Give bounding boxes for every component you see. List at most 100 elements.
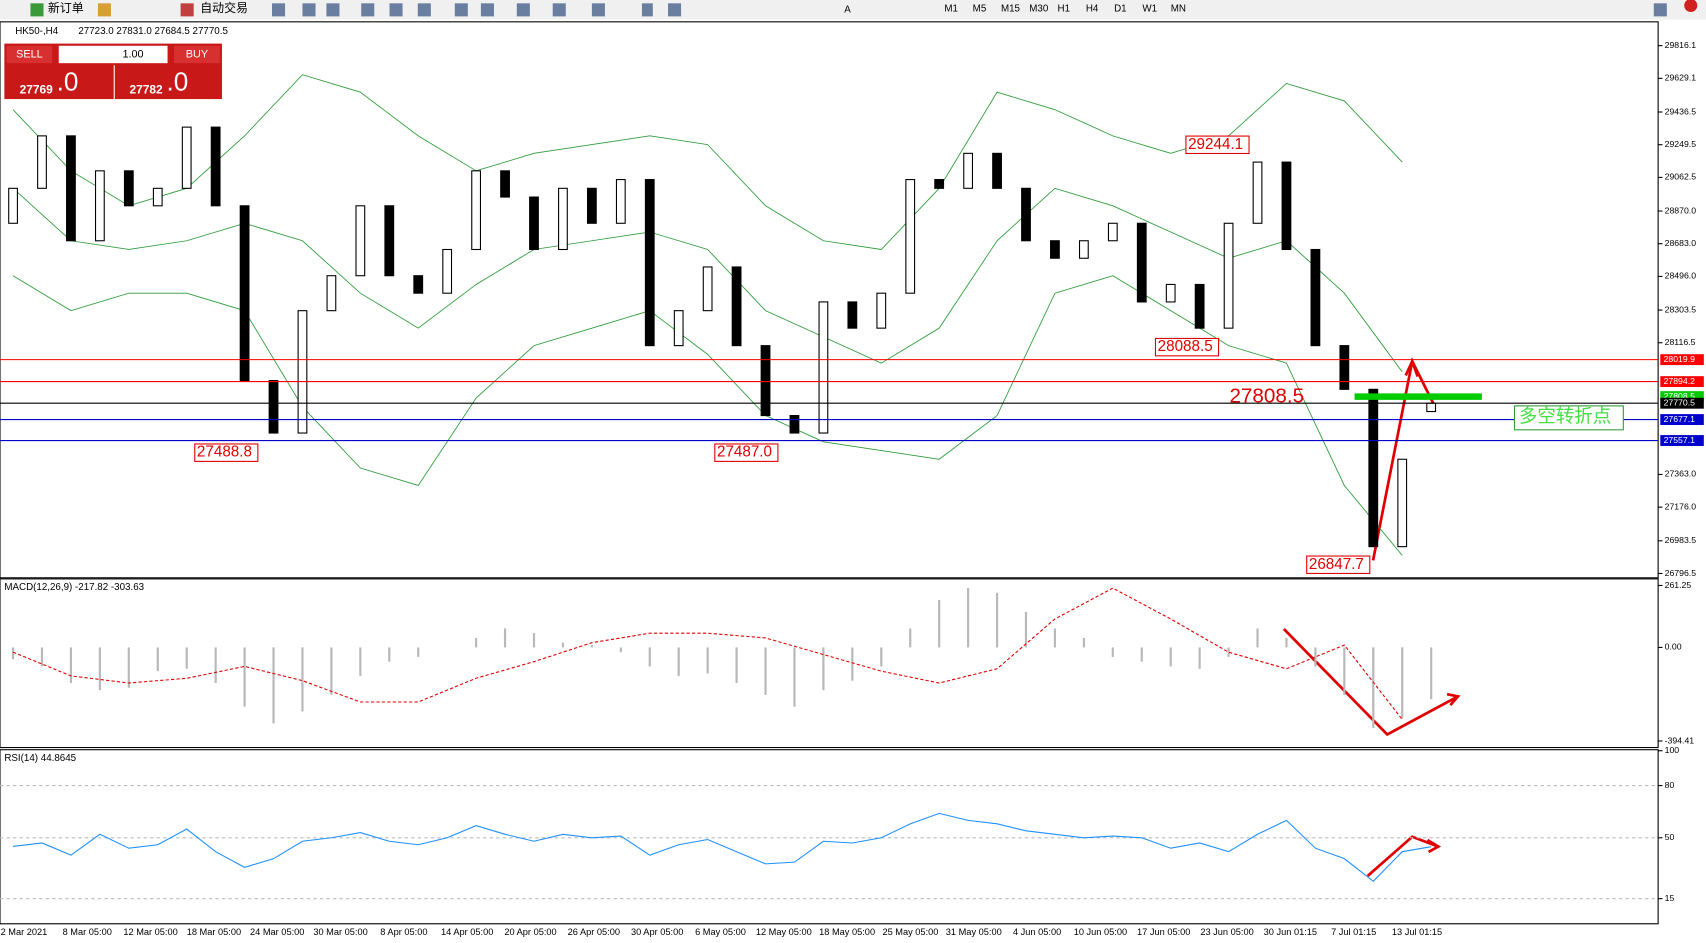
x-tick-label: 6 May 05:00 bbox=[695, 927, 746, 937]
macd-panel bbox=[0, 578, 1659, 749]
price-tag bbox=[1660, 376, 1704, 388]
candle bbox=[760, 345, 771, 417]
alert[interactable] bbox=[1684, 0, 1698, 13]
candle bbox=[586, 187, 597, 224]
x-tick-label: 24 Mar 05:00 bbox=[250, 927, 304, 937]
candle bbox=[615, 179, 626, 224]
x-tick-label: 4 Jun 05:00 bbox=[1013, 927, 1061, 937]
candle bbox=[1368, 388, 1379, 548]
candle bbox=[1252, 161, 1263, 224]
x-tick-label: 10 Jun 05:00 bbox=[1074, 927, 1127, 937]
candle bbox=[326, 275, 337, 312]
candle bbox=[471, 170, 482, 251]
symbol: HK50-,H4 bbox=[15, 26, 59, 37]
icon[interactable] bbox=[97, 3, 111, 17]
x-tick-label: 23 Jun 05:00 bbox=[1200, 927, 1253, 937]
candle bbox=[66, 135, 76, 242]
period[interactable]: M30 bbox=[1029, 3, 1049, 14]
candle bbox=[1050, 240, 1060, 259]
annotation-box bbox=[1306, 555, 1371, 574]
candle bbox=[239, 205, 250, 382]
buy[interactable]: BUY bbox=[186, 48, 209, 60]
period[interactable]: H1 bbox=[1058, 3, 1071, 14]
candle bbox=[1078, 240, 1089, 259]
x-tick-label: 12 Mar 05:00 bbox=[123, 927, 177, 937]
x-tick-label: 17 Jun 05:00 bbox=[1137, 927, 1190, 937]
rsi-panel bbox=[0, 749, 1659, 925]
trade-panel: SELL 1.00 BUY 27769 .0 27782 .0 bbox=[4, 43, 222, 100]
candle bbox=[152, 187, 163, 207]
buy-button[interactable] bbox=[174, 45, 220, 64]
y-tick-label: 28683.0 bbox=[1665, 238, 1697, 248]
note-box bbox=[1513, 405, 1624, 431]
candle bbox=[1107, 222, 1118, 242]
candle bbox=[1310, 248, 1321, 347]
ask: 27782 bbox=[129, 83, 163, 97]
icon[interactable] bbox=[30, 3, 44, 17]
period[interactable]: W1 bbox=[1142, 3, 1157, 14]
candle bbox=[94, 170, 105, 242]
band-upper bbox=[12, 74, 1403, 250]
candle bbox=[992, 152, 1002, 189]
x-tick-label: 13 Jul 01:15 bbox=[1392, 927, 1442, 937]
annotation-box bbox=[714, 443, 779, 462]
price-annotation: 27488.8 bbox=[197, 444, 252, 461]
period[interactable]: MN bbox=[1171, 3, 1186, 14]
auto-trade[interactable]: 自动交易 bbox=[200, 0, 248, 15]
period[interactable]: M1 bbox=[944, 3, 958, 14]
price-tag bbox=[1660, 435, 1704, 446]
candle bbox=[1136, 222, 1147, 303]
icon[interactable] bbox=[180, 3, 194, 17]
y-tick-label: 29249.5 bbox=[1665, 139, 1697, 149]
toolbar bbox=[0, 0, 1706, 20]
x-tick-label: 30 Mar 05:00 bbox=[313, 927, 367, 937]
candle bbox=[702, 266, 713, 312]
price-tag-label: 27557.1 bbox=[1664, 435, 1696, 445]
period[interactable]: D1 bbox=[1114, 3, 1127, 14]
candle bbox=[963, 152, 974, 189]
candle bbox=[297, 310, 308, 434]
x-tick-label: 26 Apr 05:00 bbox=[568, 927, 620, 937]
x-tick-label: 14 Apr 05:00 bbox=[441, 927, 493, 937]
macd-title: MACD(12,26,9) -217.82 -303.63 bbox=[4, 582, 144, 593]
price-tag bbox=[1660, 414, 1704, 425]
sell[interactable]: SELL bbox=[16, 48, 43, 60]
y-tick-label: 28116.5 bbox=[1665, 337, 1696, 347]
price-tag-label: 28019.9 bbox=[1664, 354, 1696, 364]
band-lower bbox=[12, 275, 1403, 556]
candle bbox=[181, 126, 192, 189]
y-tick-label: 50 bbox=[1665, 832, 1675, 842]
price-annotation: 26847.7 bbox=[1309, 556, 1364, 573]
text-tool[interactable]: A bbox=[844, 4, 851, 15]
price-tag bbox=[1660, 354, 1704, 366]
candle bbox=[1397, 458, 1408, 548]
tool-icons bbox=[272, 3, 1667, 17]
lots[interactable]: 1.00 bbox=[122, 48, 143, 60]
y-tick-label: 27176.0 bbox=[1665, 501, 1697, 511]
x-tick-label: 18 May 05:00 bbox=[819, 927, 875, 937]
sell-button[interactable] bbox=[6, 45, 53, 64]
y-tick-label: 28496.0 bbox=[1665, 271, 1697, 281]
candle bbox=[673, 310, 684, 347]
period[interactable]: M5 bbox=[973, 3, 987, 14]
price-tag-label: 27770.5 bbox=[1664, 398, 1696, 408]
candle bbox=[413, 275, 424, 294]
x-tick-label: 30 Apr 05:00 bbox=[631, 927, 683, 937]
period[interactable]: M15 bbox=[1001, 3, 1021, 14]
new-order[interactable]: 新订单 bbox=[48, 0, 84, 15]
x-tick-label: 2 Mar 2021 bbox=[1, 927, 48, 937]
y-tick-label: 100 bbox=[1665, 745, 1680, 755]
price-tag bbox=[1660, 397, 1704, 409]
y-tick-label: -394.41 bbox=[1665, 735, 1695, 745]
candle bbox=[1194, 283, 1205, 329]
y-tick-label: 15 bbox=[1665, 893, 1675, 903]
period[interactable]: H4 bbox=[1086, 3, 1099, 14]
bid-frac: .0 bbox=[57, 67, 79, 97]
y-tick-label: 29062.5 bbox=[1665, 172, 1697, 182]
y-tick-label: 29629.1 bbox=[1665, 73, 1697, 83]
x-tick-label: 20 Apr 05:00 bbox=[504, 927, 556, 937]
x-tick-label: 12 May 05:00 bbox=[756, 927, 812, 937]
candle bbox=[268, 380, 279, 434]
y-tick-label: 26983.5 bbox=[1665, 535, 1697, 545]
lots-input[interactable] bbox=[58, 45, 168, 64]
